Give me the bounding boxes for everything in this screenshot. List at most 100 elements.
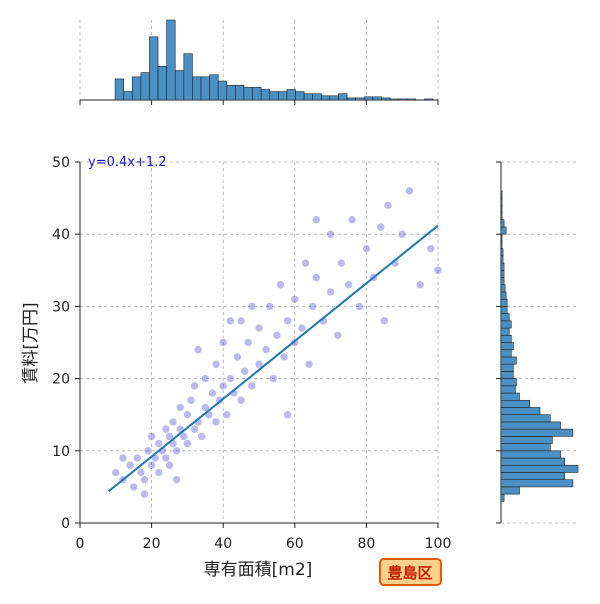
y-hist-bar bbox=[500, 298, 508, 307]
badge-box bbox=[379, 558, 442, 586]
y-tick-label: 40 bbox=[52, 227, 70, 243]
x-hist-bar bbox=[381, 97, 391, 101]
y-hist-bar bbox=[500, 277, 505, 286]
x-hist-bar bbox=[131, 76, 142, 101]
point bbox=[175, 403, 185, 412]
point bbox=[379, 316, 389, 326]
point bbox=[143, 446, 153, 456]
y-hist-bar bbox=[500, 436, 553, 444]
point bbox=[226, 316, 235, 326]
point bbox=[118, 453, 128, 463]
y-tick-label: 50 bbox=[52, 155, 70, 171]
point bbox=[247, 381, 257, 391]
x-hist-bar bbox=[192, 76, 202, 101]
annotation: y=0.4x+1.2 bbox=[88, 155, 167, 170]
x-hist-bar bbox=[398, 98, 408, 101]
point bbox=[201, 374, 210, 383]
x-hist-bar bbox=[235, 84, 245, 101]
point bbox=[265, 302, 275, 311]
x-axis-label: 専有面積[m2] bbox=[204, 560, 313, 580]
y-hist-bar bbox=[500, 493, 505, 502]
point bbox=[161, 453, 171, 463]
point bbox=[129, 482, 138, 492]
y-hist-bar bbox=[500, 450, 561, 459]
point bbox=[311, 273, 321, 282]
point bbox=[211, 417, 221, 427]
y-hist-bar bbox=[500, 399, 531, 408]
point bbox=[233, 352, 242, 362]
y-hist-bar bbox=[500, 320, 512, 329]
point bbox=[179, 432, 189, 441]
point bbox=[147, 432, 156, 441]
x-tick-label: 40 bbox=[214, 536, 232, 552]
x-hist-bar bbox=[312, 93, 322, 101]
point bbox=[154, 468, 164, 477]
y-hist-bar bbox=[500, 457, 565, 466]
x-tick-label: 0 bbox=[76, 536, 85, 552]
point bbox=[165, 460, 174, 470]
y-hist-bar bbox=[500, 262, 505, 271]
point bbox=[397, 229, 407, 239]
fit-line bbox=[108, 224, 439, 493]
point bbox=[236, 395, 246, 405]
x-tick-label: 80 bbox=[357, 536, 375, 552]
y-hist-bar bbox=[500, 212, 503, 221]
point bbox=[276, 280, 285, 290]
x-hist-bar bbox=[389, 98, 399, 101]
x-hist-bar bbox=[140, 72, 150, 101]
y-hist-bar bbox=[500, 464, 579, 473]
point bbox=[208, 388, 217, 398]
point bbox=[376, 222, 386, 232]
point bbox=[247, 302, 257, 311]
point bbox=[161, 424, 171, 434]
point bbox=[433, 265, 443, 275]
point bbox=[183, 410, 192, 420]
point bbox=[140, 489, 149, 499]
point bbox=[283, 410, 292, 420]
point bbox=[136, 468, 146, 477]
point bbox=[326, 229, 335, 239]
y-hist-bar bbox=[500, 306, 508, 314]
y-hist-bar bbox=[500, 226, 507, 235]
y-hist-bar bbox=[500, 407, 541, 416]
point bbox=[211, 359, 221, 369]
y-hist-bar bbox=[500, 342, 514, 351]
point bbox=[269, 374, 278, 383]
x-hist-bar bbox=[123, 91, 133, 101]
point bbox=[132, 453, 142, 463]
point bbox=[183, 439, 192, 448]
point bbox=[304, 359, 314, 369]
y-hist-bar bbox=[500, 327, 510, 336]
point bbox=[218, 338, 228, 347]
x-hist-bar bbox=[363, 96, 374, 101]
y-hist-bar bbox=[500, 255, 504, 264]
x-hist-bar bbox=[200, 76, 210, 101]
x-hist-bar bbox=[226, 84, 236, 101]
y-hist-bar bbox=[500, 371, 514, 379]
x-hist-bar bbox=[346, 97, 356, 101]
point bbox=[337, 258, 346, 268]
point bbox=[254, 359, 264, 369]
y-hist-bar bbox=[500, 392, 520, 401]
y-hist-bar bbox=[500, 241, 503, 249]
point bbox=[190, 424, 199, 434]
point bbox=[140, 475, 149, 484]
y-hist-bar bbox=[500, 349, 512, 358]
point bbox=[165, 432, 174, 441]
y-hist-bar bbox=[500, 378, 517, 387]
y-hist-bar bbox=[500, 363, 514, 372]
point bbox=[197, 432, 207, 441]
y-hist-bar bbox=[500, 190, 503, 199]
point bbox=[226, 374, 235, 383]
x-hist-bar bbox=[406, 98, 417, 101]
point bbox=[326, 287, 335, 297]
point bbox=[383, 201, 393, 210]
x-hist-bar bbox=[329, 95, 339, 101]
y-tick-label: 30 bbox=[52, 299, 70, 315]
point bbox=[243, 338, 253, 347]
point bbox=[240, 367, 249, 376]
y-tick-label: 0 bbox=[61, 516, 70, 532]
y-hist-bar bbox=[500, 291, 507, 300]
x-hist-bar bbox=[278, 91, 288, 101]
